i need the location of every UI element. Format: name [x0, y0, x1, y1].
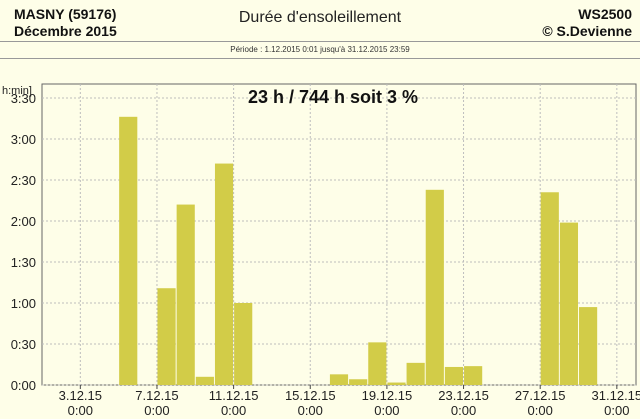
x-tick-label: 3.12.15	[59, 388, 102, 403]
bar	[406, 362, 425, 385]
x-tick-sublabel: 0:00	[221, 403, 246, 418]
x-tick-label: 27.12.15	[515, 388, 566, 403]
y-tick-label: 1:30	[11, 255, 36, 270]
bar	[349, 379, 368, 385]
bar	[425, 189, 444, 385]
device-name: WS2500	[578, 6, 632, 22]
x-tick-label: 7.12.15	[135, 388, 178, 403]
bar	[464, 366, 483, 385]
bar	[579, 307, 598, 385]
bar	[214, 163, 234, 385]
station-month: Décembre 2015	[14, 23, 117, 39]
y-tick-label: 3:30	[11, 91, 36, 106]
y-tick-label: 2:00	[11, 214, 36, 229]
bar	[559, 222, 579, 385]
y-tick-label: 2:30	[11, 173, 36, 188]
bar	[368, 342, 387, 385]
x-tick-label: 23.12.15	[438, 388, 489, 403]
bar	[329, 374, 349, 385]
bar	[387, 382, 406, 385]
x-tick-label: 15.12.15	[285, 388, 336, 403]
bar	[176, 204, 195, 385]
y-tick-label: 3:00	[11, 132, 36, 147]
y-tick-label: 1:00	[11, 296, 36, 311]
period-range: Période : 1.12.2015 0:01 jusqu'à 31.12.2…	[230, 45, 410, 54]
x-tick-sublabel: 0:00	[298, 403, 323, 418]
x-tick-sublabel: 0:00	[451, 403, 476, 418]
chart-header: MASNY (59176) Décembre 2015 Durée d'enso…	[0, 0, 640, 44]
y-tick-label: 0:00	[11, 378, 36, 393]
station-info: MASNY (59176) Décembre 2015	[14, 6, 117, 40]
bar	[540, 192, 559, 385]
author-credit: © S.Devienne	[542, 23, 632, 39]
chart-title: Durée d'ensoleillement	[238, 9, 402, 26]
device-info: WS2500 © S.Devienne	[542, 6, 632, 40]
header-divider	[0, 41, 640, 42]
x-tick-sublabel: 0:00	[68, 403, 93, 418]
x-tick-sublabel: 0:00	[144, 403, 169, 418]
x-tick-label: 31.12.15	[592, 388, 640, 403]
bar	[444, 366, 464, 385]
bar	[157, 288, 176, 385]
station-name: MASNY (59176)	[14, 6, 117, 22]
x-tick-label: 11.12.15	[209, 388, 259, 403]
y-tick-label: 0:30	[11, 337, 36, 352]
period-divider	[0, 58, 640, 59]
x-tick-sublabel: 0:00	[604, 403, 629, 418]
x-tick-label: 19.12.15	[362, 388, 413, 403]
y-unit-label: h:min]	[2, 85, 32, 97]
x-tick-sublabel: 0:00	[374, 403, 399, 418]
bar	[119, 116, 138, 385]
bar	[195, 376, 214, 385]
x-tick-sublabel: 0:00	[528, 403, 553, 418]
summary-annotation: 23 h / 744 h soit 3 %	[248, 87, 418, 107]
bar	[234, 302, 253, 385]
